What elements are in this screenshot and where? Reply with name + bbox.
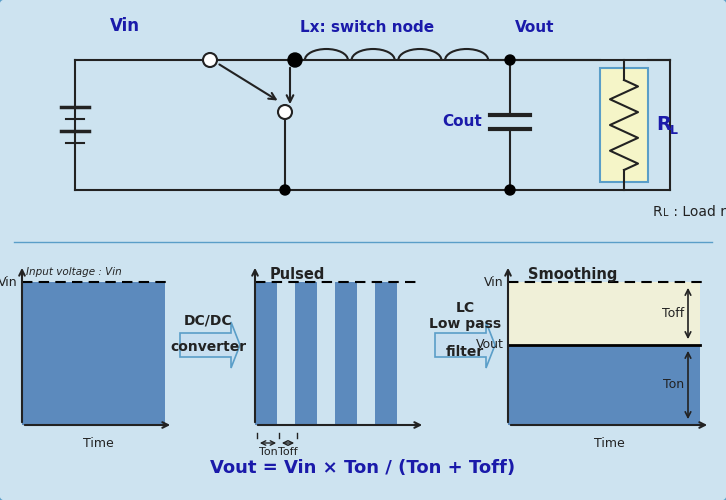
Text: Pulsed: Pulsed bbox=[270, 267, 325, 282]
Bar bbox=[600, 68, 648, 182]
Text: DC/DC: DC/DC bbox=[184, 313, 232, 327]
Text: Vout: Vout bbox=[476, 338, 504, 351]
Text: filter: filter bbox=[446, 345, 484, 359]
Bar bbox=[295, 282, 317, 425]
Text: Toff: Toff bbox=[662, 307, 684, 320]
Text: Vin: Vin bbox=[484, 276, 504, 288]
Text: LC: LC bbox=[455, 301, 475, 315]
Text: converter: converter bbox=[170, 340, 246, 354]
Text: Vin: Vin bbox=[110, 17, 140, 35]
Bar bbox=[255, 282, 277, 425]
Text: Input voltage : Vin: Input voltage : Vin bbox=[26, 267, 122, 277]
Bar bbox=[508, 282, 700, 345]
Bar bbox=[22, 282, 165, 425]
Text: Lx: switch node: Lx: switch node bbox=[300, 20, 434, 35]
Bar bbox=[375, 282, 397, 425]
Text: R: R bbox=[656, 116, 671, 134]
Text: Cout: Cout bbox=[442, 114, 482, 128]
Circle shape bbox=[203, 53, 217, 67]
Circle shape bbox=[278, 105, 292, 119]
Polygon shape bbox=[435, 322, 495, 368]
Circle shape bbox=[280, 185, 290, 195]
Text: Vout: Vout bbox=[515, 20, 555, 35]
Circle shape bbox=[288, 53, 302, 67]
Text: R: R bbox=[653, 205, 663, 219]
Circle shape bbox=[505, 185, 515, 195]
Text: Vout = Vin × Ton / (Ton + Toff): Vout = Vin × Ton / (Ton + Toff) bbox=[211, 459, 515, 477]
Bar bbox=[335, 282, 357, 425]
Text: Vin: Vin bbox=[0, 276, 18, 288]
Text: Ton: Ton bbox=[258, 447, 277, 457]
Polygon shape bbox=[180, 322, 240, 368]
Text: L: L bbox=[663, 208, 669, 218]
Text: Toff: Toff bbox=[278, 447, 298, 457]
Text: Low pass: Low pass bbox=[429, 317, 501, 331]
Text: L: L bbox=[670, 124, 678, 138]
Text: : Load resistance: : Load resistance bbox=[669, 205, 726, 219]
Bar bbox=[508, 345, 700, 425]
Text: Time: Time bbox=[83, 437, 114, 450]
Text: Time: Time bbox=[594, 437, 624, 450]
Text: Smoothing: Smoothing bbox=[528, 267, 617, 282]
Text: Ton: Ton bbox=[663, 378, 684, 392]
Circle shape bbox=[505, 55, 515, 65]
